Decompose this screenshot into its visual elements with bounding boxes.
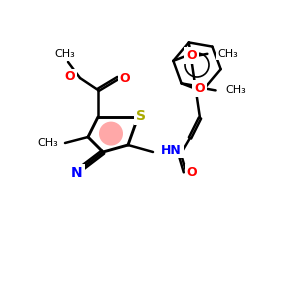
Text: O: O xyxy=(194,82,205,95)
Circle shape xyxy=(99,122,123,146)
Text: O: O xyxy=(187,166,197,178)
Text: HN: HN xyxy=(161,143,182,157)
Text: CH₃: CH₃ xyxy=(55,49,75,59)
Text: O: O xyxy=(64,70,75,83)
Text: N: N xyxy=(71,166,83,180)
Text: O: O xyxy=(186,49,197,62)
Text: CH₃: CH₃ xyxy=(37,138,58,148)
Text: CH₃: CH₃ xyxy=(218,49,238,59)
Text: CH₃: CH₃ xyxy=(226,85,246,95)
Text: O: O xyxy=(120,71,130,85)
Text: S: S xyxy=(136,109,146,123)
